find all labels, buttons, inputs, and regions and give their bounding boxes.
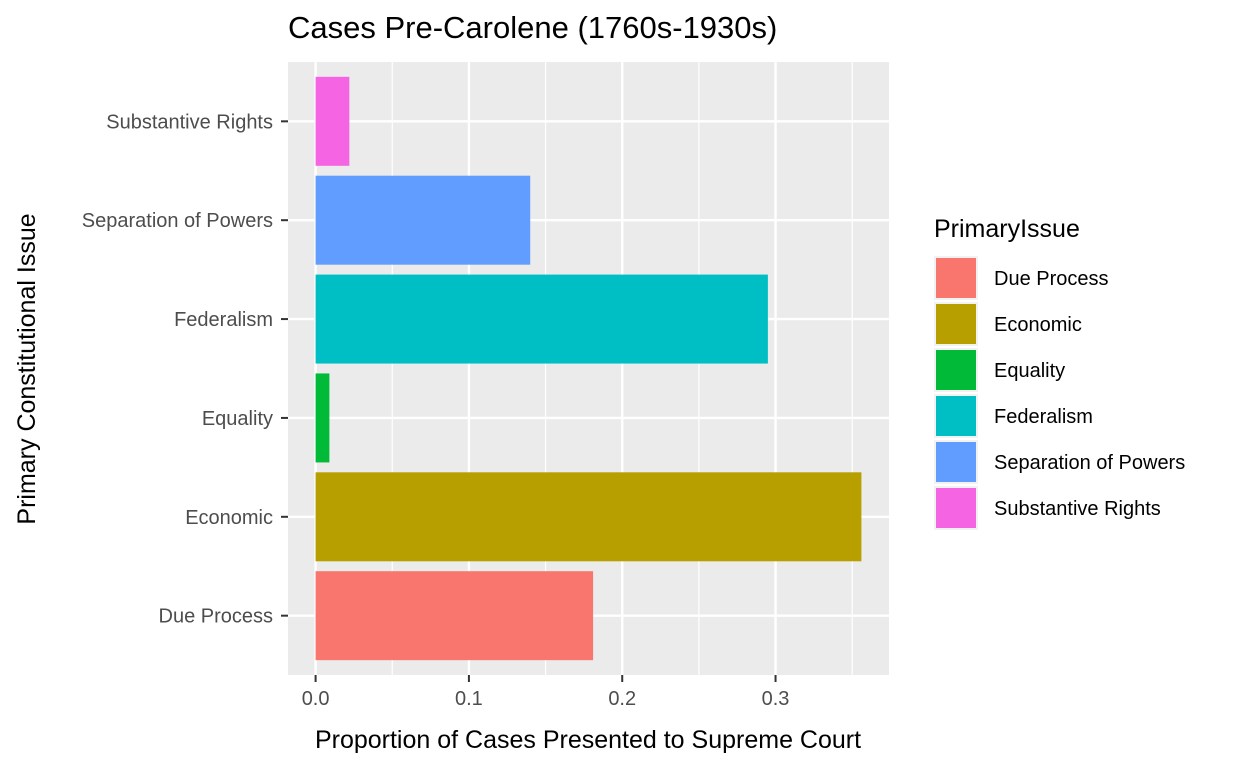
y-tick-label-economic: Economic xyxy=(185,507,273,529)
legend-swatch-substantive-rights xyxy=(936,488,976,528)
bar-due-process xyxy=(315,571,594,661)
legend: PrimaryIssue Due Process Economic Equality… xyxy=(934,215,1185,530)
bars xyxy=(315,76,862,661)
legend-label-due-process: Due Process xyxy=(994,268,1109,290)
bar-substantive-rights xyxy=(315,76,350,166)
legend-swatch-separation-of-powers xyxy=(936,442,976,482)
legend-items: Due Process Economic Equality Federalism Sep… xyxy=(934,256,1185,530)
y-tick-label-equality: Equality xyxy=(202,408,273,430)
bar-equality xyxy=(315,373,330,463)
y-tick-label-due-process: Due Process xyxy=(159,606,274,628)
y-tick-label-federalism: Federalism xyxy=(174,309,273,331)
x-axis-title: Proportion of Cases Presented to Supreme… xyxy=(315,726,861,754)
bar-separation-of-powers xyxy=(315,175,531,265)
bar-economic xyxy=(315,472,862,562)
y-axis: Due Process Economic Equality Federalism Sep… xyxy=(82,111,288,628)
y-tick-label-substantive-rights: Substantive Rights xyxy=(106,111,273,133)
legend-label-substantive-rights: Substantive Rights xyxy=(994,498,1161,520)
legend-label-federalism: Federalism xyxy=(994,406,1093,428)
legend-label-equality: Equality xyxy=(994,360,1065,382)
x-tick-label-3: 0.3 xyxy=(762,688,790,710)
y-axis-title: Primary Constitutional Issue xyxy=(13,213,41,524)
legend-label-economic: Economic xyxy=(994,314,1082,336)
legend-swatch-due-process xyxy=(936,258,976,298)
legend-label-separation-of-powers: Separation of Powers xyxy=(994,452,1185,474)
x-tick-label-2: 0.2 xyxy=(608,688,636,710)
legend-swatch-federalism xyxy=(936,396,976,436)
x-axis: 0.0 0.1 0.2 0.3 xyxy=(302,675,790,710)
legend-swatch-equality xyxy=(936,350,976,390)
bar-federalism xyxy=(315,274,768,364)
legend-swatch-economic xyxy=(936,304,976,344)
legend-title: PrimaryIssue xyxy=(934,215,1080,243)
x-tick-label-0: 0.0 xyxy=(302,688,330,710)
y-tick-label-separation-of-powers: Separation of Powers xyxy=(82,210,273,232)
x-tick-label-1: 0.1 xyxy=(455,688,483,710)
chart-title: Cases Pre-Carolene (1760s-1930s) xyxy=(288,10,777,45)
